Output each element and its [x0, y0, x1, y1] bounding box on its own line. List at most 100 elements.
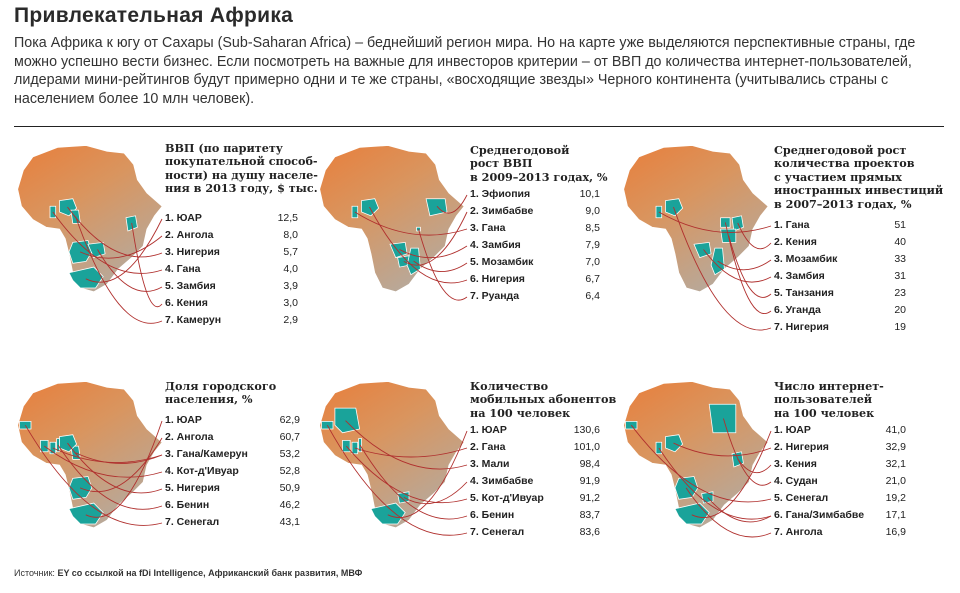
rating-panel-2: Среднегодовой рост ВВП в 2009–2013 годах, … — [312, 132, 632, 357]
source-label: Источник: — [14, 568, 55, 578]
rank-value: 3,0 — [283, 297, 298, 309]
connector-line — [79, 235, 163, 259]
rank-value: 101,0 — [573, 441, 600, 453]
rank-value: 51 — [894, 219, 906, 231]
rank-label: 5. Нигерия — [165, 482, 220, 494]
country-highlight — [342, 440, 351, 453]
rank-label: 4. Зимбабве — [470, 475, 534, 487]
connector-line — [717, 259, 772, 271]
source-note: Источник: EY со ссылкой на fDi Intellige… — [14, 568, 362, 578]
country-highlight — [68, 266, 104, 289]
rank-label: 2. Нигерия — [774, 441, 829, 453]
rank-label: 7. Камерун — [165, 314, 222, 326]
rank-label: 6. Гана/Зимбабве — [774, 509, 865, 521]
rank-label: 5. Замбия — [165, 280, 216, 292]
rank-label: 4. Кот-д'Ивуар — [165, 465, 239, 477]
connector-line — [57, 444, 163, 510]
page-title: Привлекательная Африка — [14, 4, 294, 27]
africa-map-4 — [17, 381, 163, 529]
connector-line — [75, 216, 163, 324]
country-highlight — [56, 438, 60, 453]
rank-label: 1. Гана — [774, 219, 810, 231]
rank-value: 19,2 — [885, 492, 906, 504]
rank-label: 4. Судан — [774, 475, 818, 487]
rank-value: 31 — [894, 270, 906, 282]
rank-value: 9,0 — [585, 205, 600, 217]
rank-value: 91,2 — [579, 492, 600, 504]
country-highlight — [370, 502, 406, 525]
country-highlight — [665, 198, 684, 217]
panel-title-line: Среднегодовой рост — [774, 143, 907, 157]
connector-line — [326, 424, 468, 536]
panel-title: Доля городского населения, % — [165, 379, 277, 407]
rank-label: 3. Мозамбик — [774, 253, 838, 265]
rank-label: 7. Сенегал — [165, 516, 220, 528]
rank-value: 8,5 — [585, 222, 600, 234]
connector-line — [691, 430, 772, 518]
country-highlight — [334, 407, 361, 434]
rank-label: 6. Кения — [165, 297, 208, 309]
rank-value: 5,7 — [283, 246, 298, 258]
panel-title-line: ВВП (по паритету — [165, 141, 283, 155]
panel-title-line: иностранных инвестиций — [774, 183, 944, 198]
connector-line — [387, 430, 468, 518]
connector-line — [658, 447, 772, 520]
country-highlight — [358, 438, 362, 453]
connector-line — [345, 445, 468, 504]
connector-line — [673, 442, 772, 457]
rank-value: 6,7 — [585, 273, 600, 285]
rank-value: 83,6 — [579, 526, 600, 538]
panel-title-line: рост ВВП — [470, 156, 533, 171]
rank-label: 7. Нигерия — [774, 321, 829, 333]
connector-line — [658, 211, 772, 233]
rank-label: 4. Гана — [165, 263, 201, 275]
connector-line — [724, 222, 772, 314]
rank-value: 6,4 — [585, 290, 600, 302]
header-divider — [14, 126, 944, 127]
connector-line — [707, 497, 772, 523]
country-highlight — [655, 205, 663, 219]
rank-label: 3. Гана/Камерун — [165, 448, 248, 460]
africa-map-3 — [623, 145, 772, 331]
rank-label: 5. Кот-д'Ивуар — [470, 492, 544, 504]
rank-label: 2. Кения — [774, 236, 817, 248]
rating-panel-5: Количество мобильных абонентов на 100 чело… — [312, 368, 632, 593]
rank-value: 83,7 — [579, 509, 600, 521]
country-highlight — [40, 440, 49, 453]
rank-value: 32,1 — [885, 458, 906, 470]
connector-line — [354, 211, 468, 236]
rank-label: 2. Гана — [470, 441, 506, 453]
connector-line — [673, 206, 772, 331]
panel-title-line: в 2009–2013 годах, % — [470, 169, 608, 184]
rank-label: 7. Руанда — [470, 290, 520, 302]
rank-value: 2,9 — [283, 314, 298, 326]
country-highlight — [87, 241, 106, 259]
rank-value: 98,4 — [579, 458, 600, 470]
connector-line — [75, 452, 163, 464]
panel-title-line: количества проектов — [774, 156, 915, 171]
source-text: EY со ссылкой на fDi Intelligence, Африк… — [57, 568, 363, 578]
connector-line — [85, 218, 163, 283]
rank-value: 23 — [894, 287, 906, 299]
rank-value: 7,0 — [585, 256, 600, 268]
panel-title: ВВП (по паритету покупательной способ-нос… — [165, 141, 318, 196]
connector-line — [413, 260, 468, 272]
rank-value: 19 — [894, 321, 906, 333]
rank-label: 2. Ангола — [165, 229, 214, 241]
panel-title-line: Доля городского — [165, 379, 277, 393]
panel-title-line: ности) на душу населе- — [165, 167, 318, 182]
panel-title-line: в 2007–2013 годах, % — [774, 196, 912, 211]
rank-value: 52,8 — [279, 465, 300, 477]
rank-value: 12,5 — [277, 212, 298, 224]
rank-value: 91,9 — [579, 475, 600, 487]
rank-value: 50,9 — [279, 482, 300, 494]
rating-panel-6: Число интернет-пользователей на 100 челов… — [616, 368, 936, 593]
panel-title-line: покупательной способ- — [165, 154, 318, 169]
panel-title-line: ния в 2013 году, $ тыс. — [165, 181, 318, 196]
panel-title-line: с участием прямых — [774, 169, 902, 184]
connector-line — [131, 222, 163, 308]
connector-line — [630, 424, 772, 503]
connector-line — [97, 249, 163, 292]
rank-label: 3. Нигерия — [165, 246, 220, 258]
rank-label: 4. Замбия — [470, 239, 521, 251]
